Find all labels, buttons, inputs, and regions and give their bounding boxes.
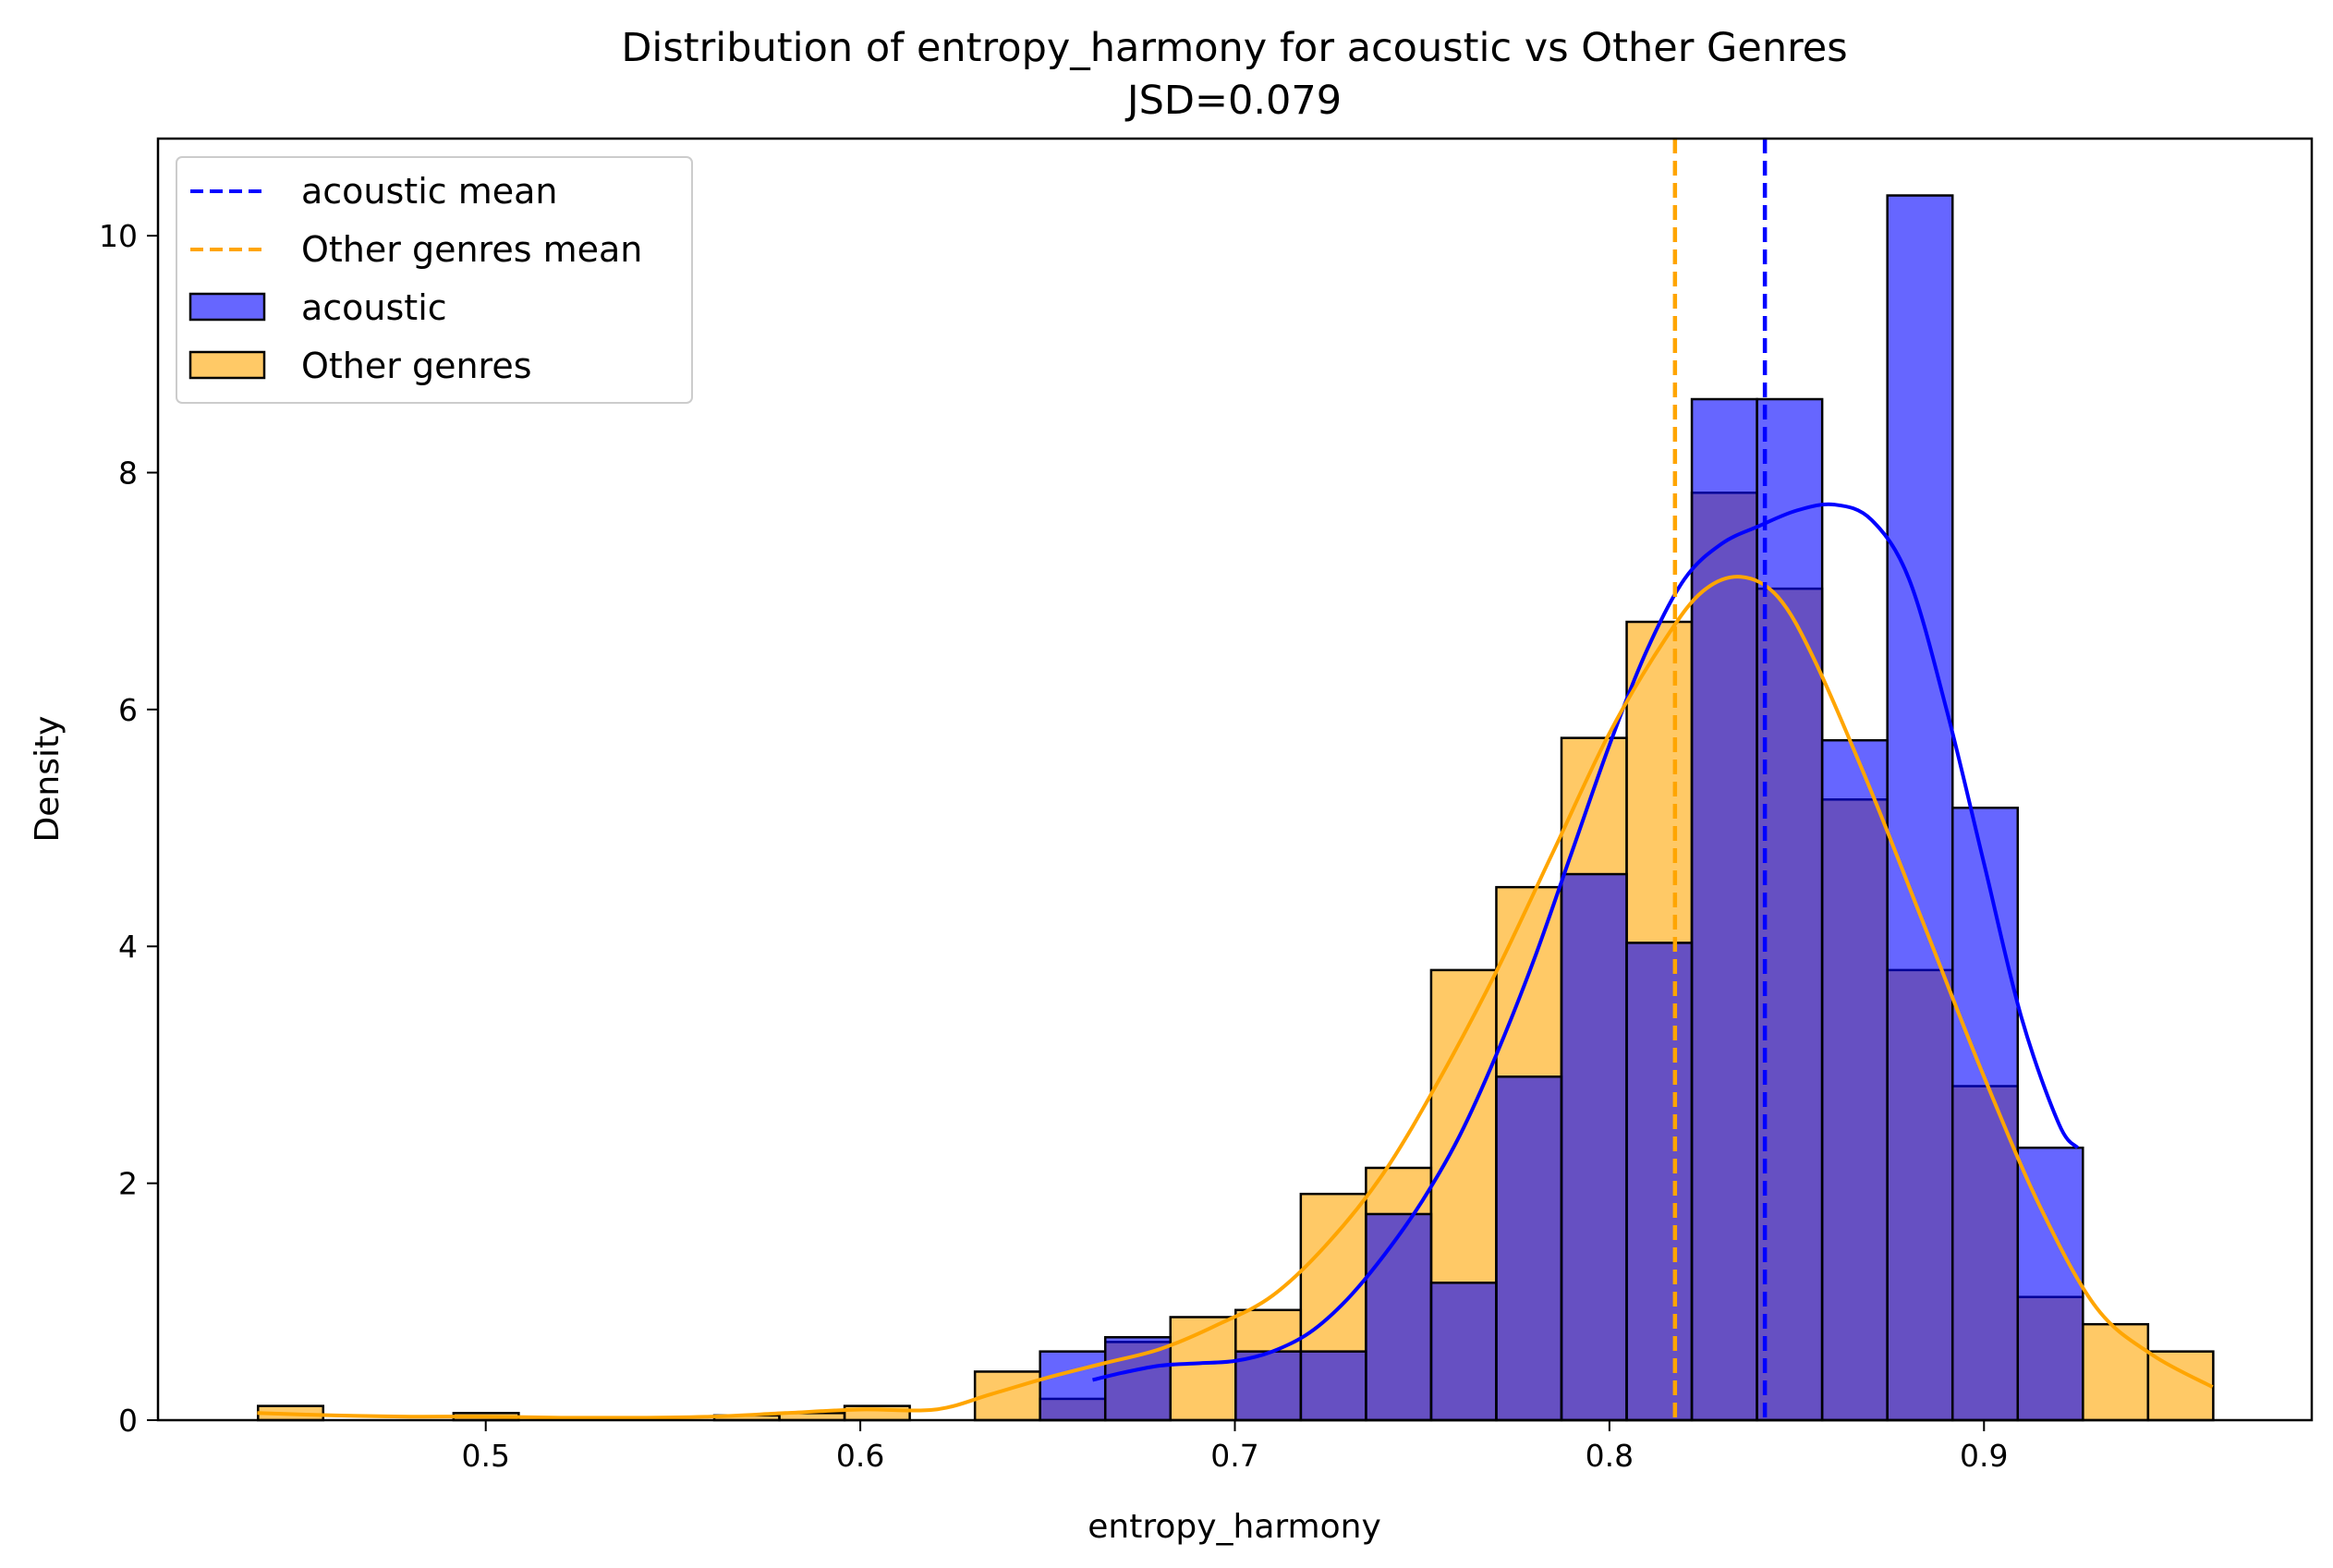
y-tick-label: 6: [118, 692, 138, 728]
acoustic-bar: [1820, 738, 1889, 1422]
other-genres-kde-curve: [257, 575, 2214, 1420]
legend-other-label: Other genres: [301, 346, 532, 386]
y-tick-label: 0: [118, 1403, 138, 1439]
acoustic-bar: [1886, 194, 1954, 1422]
legend-acoustic-label: acoustic: [301, 287, 447, 328]
acoustic-bar: [1756, 397, 1824, 1422]
x-tick-label: 0.6: [836, 1438, 884, 1474]
acoustic-bar: [2016, 1146, 2084, 1422]
acoustic-bar: [1234, 1350, 1303, 1422]
x-tick-label: 0.7: [1210, 1438, 1258, 1474]
acoustic-kde-curve: [1092, 502, 2080, 1382]
acoustic-bar: [1429, 1282, 1498, 1422]
y-axis-ticks: 0 2 4 6 8 10: [99, 218, 158, 1439]
other-genres-bar: [2146, 1350, 2215, 1422]
y-tick-label: 10: [99, 218, 138, 254]
acoustic-bar: [1495, 1076, 1563, 1422]
legend-other-swatch: [188, 350, 266, 380]
mean-lines: [1672, 139, 1768, 1420]
x-axis-ticks: 0.5 0.6 0.7 0.8 0.9: [461, 1420, 2009, 1474]
legend-box: [176, 156, 693, 404]
acoustic-bar: [1950, 807, 2020, 1422]
y-tick-label: 8: [118, 455, 138, 491]
chart-subtitle: JSD=0.079: [1124, 78, 1342, 124]
plot-area: [256, 139, 2215, 1422]
y-tick-label: 2: [118, 1166, 138, 1202]
kde-curves: [257, 502, 2214, 1420]
legend-acoustic-mean-label: acoustic mean: [301, 171, 558, 212]
x-axis-label: entropy_harmony: [1088, 1508, 1381, 1546]
acoustic-bar: [1690, 397, 1758, 1422]
acoustic-bar: [1625, 942, 1694, 1422]
x-tick-label: 0.8: [1586, 1438, 1634, 1474]
acoustic-bars: [1039, 194, 2084, 1422]
y-axis-label: Density: [29, 716, 67, 843]
x-tick-label: 0.9: [1960, 1438, 2008, 1474]
x-tick-label: 0.5: [461, 1438, 509, 1474]
y-tick-label: 4: [118, 929, 138, 965]
acoustic-bar: [1365, 1212, 1433, 1422]
legend-acoustic-swatch: [188, 292, 266, 322]
acoustic-bar: [1039, 1350, 1107, 1422]
acoustic-bar: [1560, 872, 1628, 1422]
other-genres-bar: [2082, 1322, 2150, 1422]
legend-other-mean-label: Other genres mean: [301, 229, 642, 270]
chart-title: Distribution of entropy_harmony for acou…: [621, 25, 1847, 71]
legend: acoustic mean Other genres mean acoustic…: [176, 156, 693, 404]
acoustic-bar: [1299, 1350, 1367, 1422]
